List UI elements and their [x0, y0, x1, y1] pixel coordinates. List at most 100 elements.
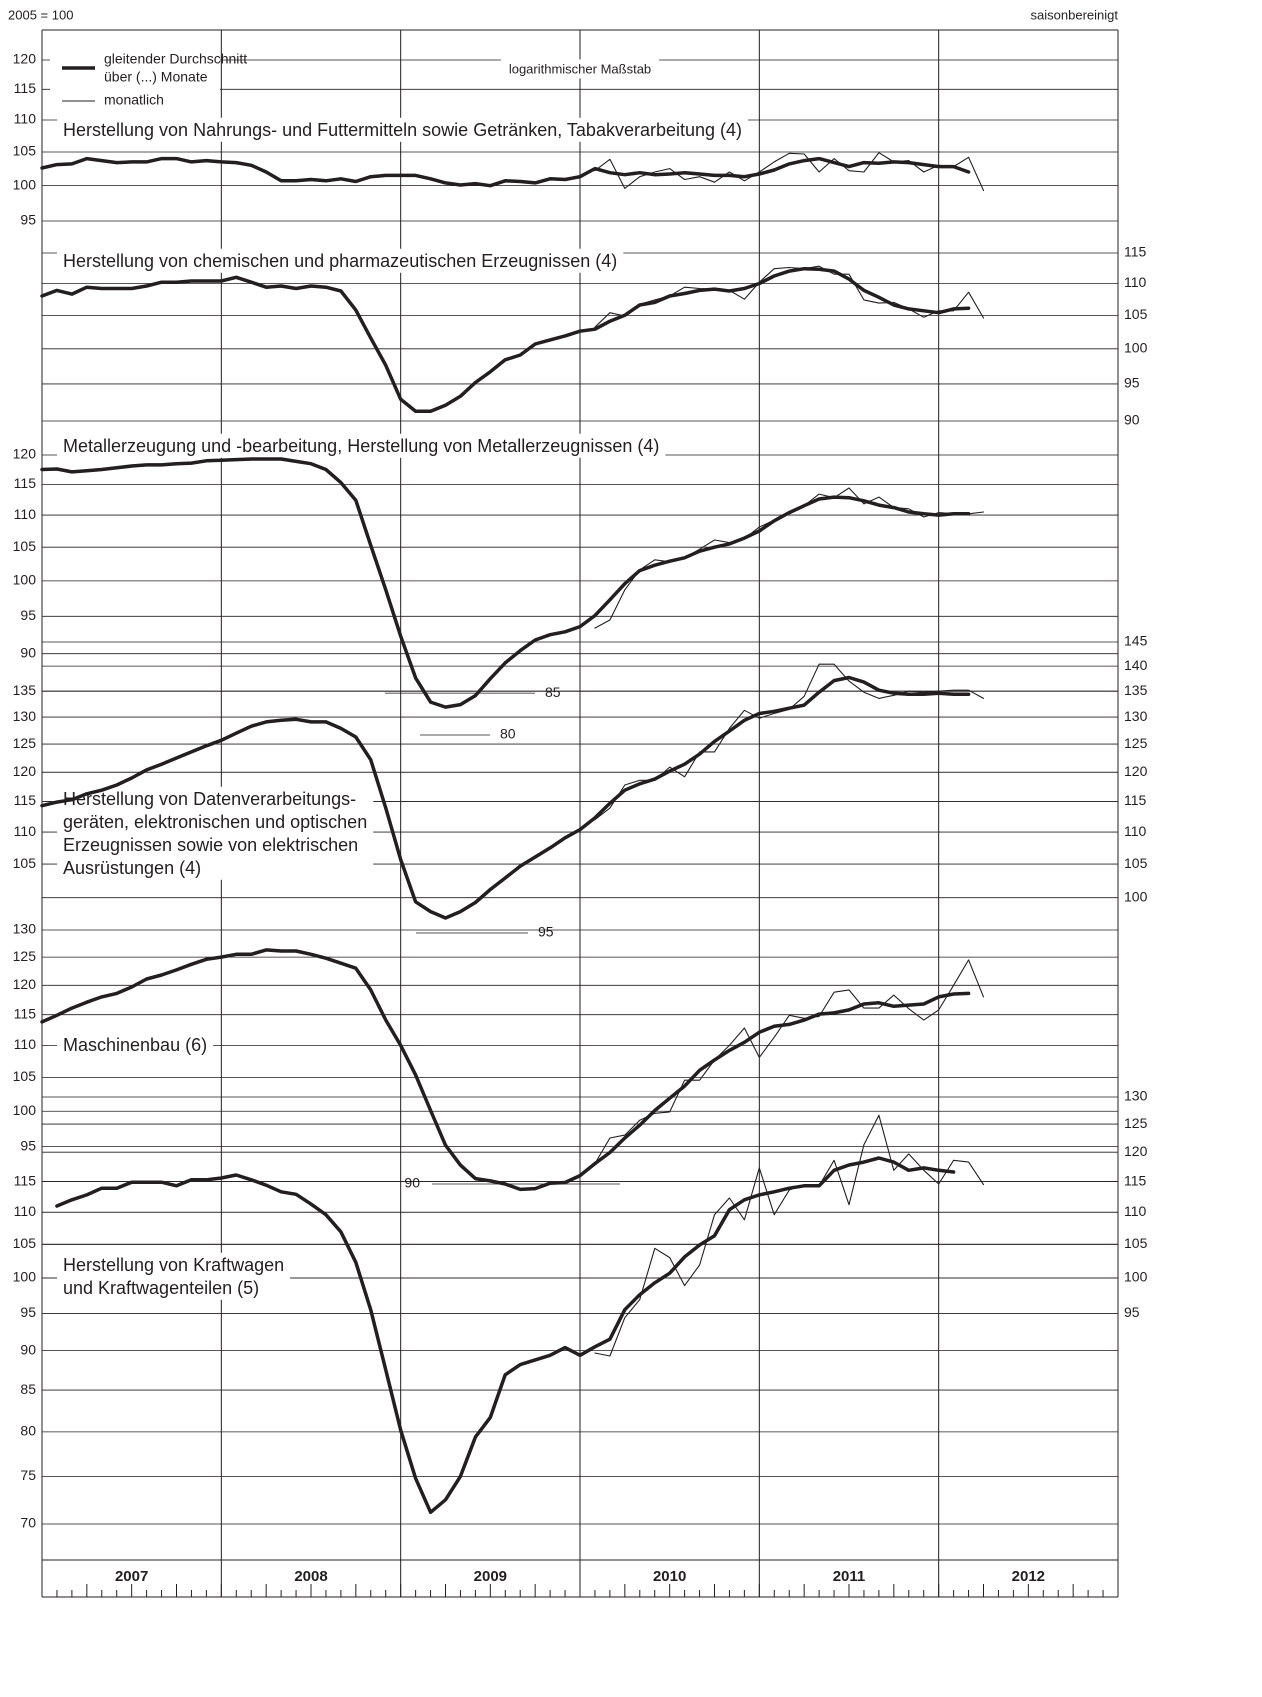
scale-note: logarithmischer Maßstab — [509, 61, 651, 76]
y-tick-label: 135 — [13, 682, 37, 698]
legend-label: monatlich — [104, 92, 164, 108]
panel-title-bg — [57, 786, 374, 880]
y-tick-label: 90 — [20, 1341, 36, 1357]
y-tick-label: 125 — [13, 948, 37, 964]
y-tick-label-right: 100 — [1124, 888, 1148, 904]
panel-title-bg — [57, 248, 624, 273]
y-tick-label: 105 — [13, 538, 37, 554]
y-tick-label: 100 — [13, 1269, 37, 1285]
y-tick-label-right: 110 — [1124, 1203, 1147, 1219]
panel-title-line: Metallerzeugung und -bearbeitung, Herste… — [63, 436, 659, 456]
panel-title-line: Herstellung von chemischen und pharmazeu… — [63, 251, 617, 271]
legend-label: gleitender Durchschnitt — [104, 51, 247, 67]
y-tick-label-right: 110 — [1124, 274, 1147, 290]
adjust-note: saisonbereinigt — [1031, 7, 1119, 22]
inner-tick-label: 90 — [404, 1175, 420, 1191]
y-tick-label: 100 — [13, 572, 37, 588]
monthly-line — [594, 1114, 985, 1357]
year-label: 2009 — [474, 1568, 507, 1585]
y-tick-label: 80 — [20, 1423, 36, 1439]
panel-title-line: und Kraftwagenteilen (5) — [63, 1278, 259, 1298]
inner-tick-label: 80 — [500, 726, 516, 742]
y-tick-label: 115 — [14, 475, 37, 491]
y-tick-label: 130 — [13, 921, 37, 937]
y-tick-label: 70 — [20, 1515, 36, 1531]
moving-average-line — [40, 156, 971, 188]
y-tick-label: 120 — [13, 976, 37, 992]
panel-title: Herstellung von Kraftwagen und Kraftwagen… — [57, 1252, 291, 1300]
year-label: 2008 — [294, 1568, 327, 1585]
curve-layer — [40, 152, 985, 1515]
moving-average-line — [40, 457, 971, 709]
panel-title-line: Erzeugnissen sowie von elektrischen — [63, 835, 358, 855]
monthly-line — [594, 663, 985, 821]
year-label: 2012 — [1012, 1568, 1045, 1585]
scale-note-bg — [500, 59, 660, 79]
y-tick-label-right: 105 — [1124, 855, 1148, 871]
y-tick-label-right: 95 — [1124, 375, 1140, 391]
panel-title: Herstellung von Nahrungs- und Futtermitt… — [57, 117, 749, 142]
panel-title: Metallerzeugung und -bearbeitung, Herste… — [57, 433, 666, 458]
y-tick-label-right: 100 — [1124, 339, 1148, 355]
y-tick-label: 105 — [13, 143, 37, 159]
moving-average-line — [40, 266, 971, 413]
legend-bg — [50, 50, 220, 112]
panel-title-line: Maschinenbau (6) — [63, 1035, 207, 1055]
y-tick-label: 100 — [13, 1102, 37, 1118]
y-tick-label: 120 — [13, 51, 37, 67]
monthly-line — [594, 152, 985, 192]
y-tick-label: 120 — [13, 763, 37, 779]
y-tick-label-right: 95 — [1124, 1304, 1140, 1320]
y-tick-label: 115 — [14, 792, 37, 808]
y-tick-label: 110 — [14, 1036, 37, 1052]
inner-tick-label: 85 — [545, 684, 561, 700]
y-tick-label-right: 130 — [1124, 708, 1148, 724]
y-tick-label-right: 115 — [1124, 244, 1147, 260]
moving-average-line — [55, 1156, 956, 1515]
y-tick-label: 100 — [13, 176, 37, 192]
panel-title-bg — [57, 117, 749, 142]
y-tick-label: 95 — [20, 1304, 36, 1320]
y-tick-label-right: 120 — [1124, 1143, 1148, 1159]
year-label: 2007 — [115, 1568, 148, 1585]
y-tick-label: 125 — [13, 735, 37, 751]
y-tick-label: 110 — [14, 506, 37, 522]
panel-title-line: geräten, elektronischen und optischen — [63, 812, 367, 832]
panel-title-line: Herstellung von Nahrungs- und Futtermitt… — [63, 120, 742, 140]
panel-title-bg — [57, 1252, 291, 1300]
y-tick-label: 95 — [20, 607, 36, 623]
y-tick-label: 115 — [14, 80, 37, 96]
y-tick-label: 110 — [14, 1203, 37, 1219]
y-tick-label: 105 — [13, 855, 37, 871]
y-tick-label: 90 — [20, 644, 36, 660]
y-tick-label-right: 120 — [1124, 763, 1148, 779]
y-tick-label-right: 115 — [1124, 792, 1147, 808]
frame — [41, 29, 1119, 1598]
panel-title-line: Herstellung von Datenverarbeitungs- — [63, 789, 356, 809]
y-tick-label: 115 — [14, 1172, 37, 1188]
moving-average-line — [40, 675, 971, 920]
y-tick-label-right: 135 — [1124, 682, 1148, 698]
y-tick-label: 115 — [14, 1005, 37, 1021]
y-tick-label: 75 — [20, 1467, 36, 1483]
base-note: 2005 = 100 — [8, 7, 73, 22]
y-tick-label-right: 115 — [1124, 1172, 1147, 1188]
monthly-line — [594, 487, 985, 629]
y-tick-label: 95 — [20, 1137, 36, 1153]
y-tick-label: 130 — [13, 708, 37, 724]
y-tick-label-right: 130 — [1124, 1088, 1148, 1104]
y-tick-label-right: 125 — [1124, 1115, 1148, 1131]
panel-title-line: Ausrüstungen (4) — [63, 858, 201, 878]
y-tick-label: 110 — [14, 823, 37, 839]
panel-title-bg — [57, 433, 666, 458]
y-tick-label: 85 — [20, 1381, 36, 1397]
panel-title: Maschinenbau (6) — [57, 1032, 214, 1057]
y-tick-label: 105 — [13, 1068, 37, 1084]
y-tick-label: 110 — [14, 111, 37, 127]
legend-label: über (...) Monate — [104, 69, 208, 85]
panel-title: Herstellung von Datenverarbeitungs-gerät… — [57, 786, 374, 880]
y-tick-label-right: 125 — [1124, 735, 1148, 751]
year-label: 2011 — [833, 1568, 866, 1585]
panel-title-line: Herstellung von Kraftwagen — [63, 1255, 284, 1275]
